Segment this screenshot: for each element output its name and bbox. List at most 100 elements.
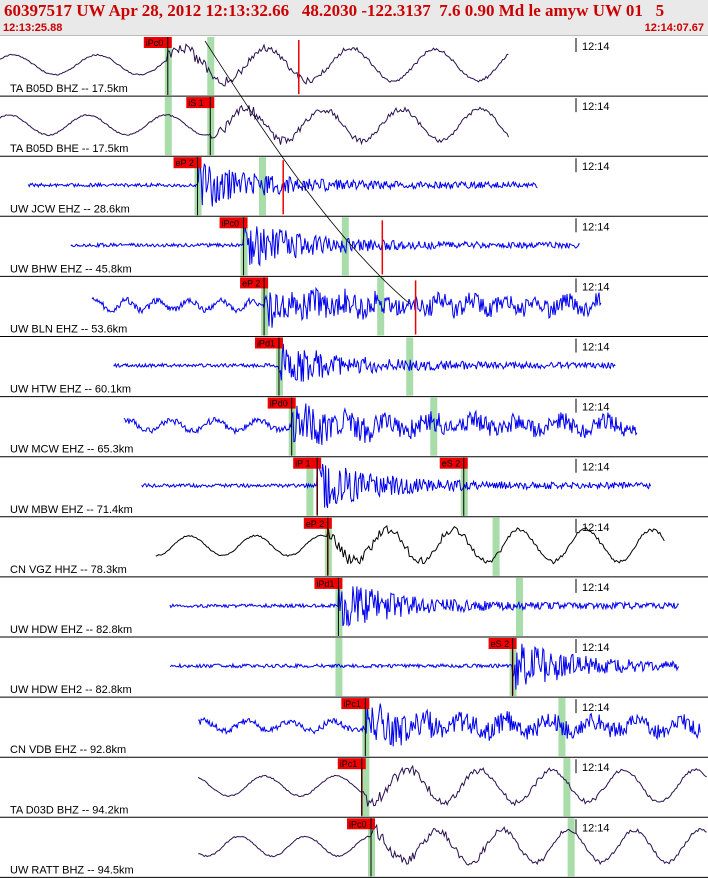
minute-label: 12:14 xyxy=(582,582,610,594)
station-label: UW BHW EHZ -- 45.8km xyxy=(10,263,132,275)
pick-flag xyxy=(219,217,248,229)
trace-row: iPc0 12:14 TA B05D BHZ -- 17.5km xyxy=(0,37,708,97)
station-label: UW MBW EHZ -- 71.4km xyxy=(10,504,133,516)
pick-flag xyxy=(346,818,375,830)
pick-flag xyxy=(439,457,468,469)
waveform-trace xyxy=(169,643,680,690)
pick-label: iPc1 xyxy=(340,759,358,769)
minute-label: 12:14 xyxy=(582,762,610,774)
arrival-window xyxy=(362,758,370,817)
trace-row: iPc0 12:14 UW RATT BHZ -- 94.5km xyxy=(0,818,708,878)
station-label: UW MCW EHZ -- 65.3km xyxy=(10,444,133,456)
trace-row: iPc0 12:14 UW BHW EHZ -- 45.8km xyxy=(0,217,708,277)
pick-flag xyxy=(341,698,370,710)
trace-row: iPd1 12:14 UW HTW EHZ -- 60.1km xyxy=(0,337,708,398)
waveform-trace xyxy=(0,43,509,87)
trace-row: iPd1 12:14 UW HDW EHZ -- 82.8km xyxy=(0,577,708,638)
station-label: TA B05D BHE -- 17.5km xyxy=(10,143,128,155)
minute-label: 12:14 xyxy=(582,522,610,534)
seismogram-panel: iPc0 12:14 TA B05D BHZ -- 17.5km iS 1 12:14 T… xyxy=(0,37,708,878)
minute-label: 12:14 xyxy=(582,281,610,293)
minute-label: 12:14 xyxy=(582,702,610,714)
trace-row: eS 2 12:14 UW HDW EH2 -- 82.8km xyxy=(0,638,708,698)
pick-label: iPc0 xyxy=(349,819,367,829)
pick-flag xyxy=(240,277,269,289)
arrival-window xyxy=(567,818,575,877)
station-label: UW BLN EHZ -- 53.6km xyxy=(10,324,127,336)
pick-label: eS 2 xyxy=(442,459,461,469)
waveform-trace xyxy=(123,403,638,446)
trace-row: iP 1 eS 2 12:14 UW MBW EHZ -- 71.4km xyxy=(0,457,708,518)
pick-label: iPc0 xyxy=(222,218,240,228)
arrival-window xyxy=(207,37,215,96)
waveform-trace xyxy=(141,461,652,509)
trace-row: eP 2 12:14 UW JCW EHZ -- 28.6km xyxy=(0,157,708,217)
pick-flag xyxy=(143,37,172,48)
pick-label: eS 2 xyxy=(491,639,510,649)
waveform-trace xyxy=(169,584,680,627)
waveform-trace xyxy=(0,104,509,146)
minute-label: 12:14 xyxy=(582,161,610,173)
window-start-time: 12:13:25.88 xyxy=(3,22,63,34)
minute-label: 12:14 xyxy=(582,462,610,474)
station-label: UW HTW EHZ -- 60.1km xyxy=(10,384,131,396)
waveform-trace xyxy=(70,220,580,267)
arrival-window xyxy=(563,758,571,817)
pick-flag xyxy=(314,577,343,589)
trace-row: iPc1 12:14 CN VDB EHZ -- 92.8km xyxy=(0,698,708,758)
arrival-window xyxy=(164,97,172,156)
pick-label: eP 2 xyxy=(242,278,260,288)
pick-label: eP 2 xyxy=(306,519,324,529)
travel-time-curve xyxy=(204,40,411,305)
minute-label: 12:14 xyxy=(582,402,610,414)
station-label: UW JCW EHZ -- 28.6km xyxy=(10,203,130,215)
pick-label: iPc0 xyxy=(146,38,164,48)
station-label: CN VGZ HHZ -- 78.3km xyxy=(10,564,127,576)
trace-row: iPd0 12:14 UW MCW EHZ -- 65.3km xyxy=(0,397,708,458)
pick-flag xyxy=(173,157,202,169)
waveform-trace xyxy=(198,823,707,866)
trace-row: iPc1 12:14 TA D03D BHZ -- 94.2km xyxy=(0,758,708,818)
pick-label: iPd1 xyxy=(316,579,334,589)
waveform-trace xyxy=(197,764,707,807)
waveform-trace xyxy=(155,524,665,565)
trace-row: eP 2 12:14 UW BLN EHZ -- 53.6km xyxy=(0,277,708,337)
arrival-window xyxy=(377,277,385,336)
pick-flag xyxy=(337,758,366,770)
pick-label: eP 2 xyxy=(176,158,194,168)
minute-label: 12:14 xyxy=(582,41,610,53)
pick-flag xyxy=(186,97,215,109)
trace-row: eP 2 12:14 CN VGZ HHZ -- 78.3km xyxy=(0,517,708,578)
station-label: UW HDW EHZ -- 82.8km xyxy=(10,624,132,636)
minute-label: 12:14 xyxy=(582,342,610,354)
pick-flag xyxy=(254,337,283,349)
station-label: TA B05D BHZ -- 17.5km xyxy=(10,83,128,95)
pick-label: iPd0 xyxy=(270,399,288,409)
minute-label: 12:14 xyxy=(582,221,610,233)
station-label: UW RATT BHZ -- 94.5km xyxy=(10,864,134,876)
event-title: 60397517 UW Apr 28, 2012 12:13:32.66 48.… xyxy=(4,1,665,20)
station-label: CN VDB EHZ -- 92.8km xyxy=(10,744,126,756)
waveform-trace xyxy=(113,343,616,382)
pick-flag xyxy=(303,517,332,529)
minute-label: 12:14 xyxy=(582,642,610,654)
pick-flag xyxy=(488,638,517,649)
pick-label: iS 1 xyxy=(188,98,204,108)
pick-label: iP 1 xyxy=(295,459,310,469)
minute-label: 12:14 xyxy=(582,101,610,113)
station-label: UW HDW EH2 -- 82.8km xyxy=(10,684,132,696)
pick-label: iPc1 xyxy=(343,699,361,709)
trace-row: iS 1 12:14 TA B05D BHE -- 17.5km xyxy=(0,97,708,157)
arrival-window xyxy=(492,517,500,576)
arrival-window xyxy=(430,397,438,456)
minute-label: 12:14 xyxy=(582,822,610,834)
waveform-trace xyxy=(198,703,701,747)
arrival-window xyxy=(335,638,343,697)
window-end-time: 12:14:07.67 xyxy=(644,22,704,34)
waveform-trace xyxy=(91,286,602,328)
event-header: 60397517 UW Apr 28, 2012 12:13:32.66 48.… xyxy=(0,0,708,36)
pick-label: iPd1 xyxy=(257,339,275,349)
station-label: TA D03D BHZ -- 94.2km xyxy=(10,804,128,816)
arrival-window xyxy=(341,217,349,276)
pick-flag xyxy=(293,457,322,469)
